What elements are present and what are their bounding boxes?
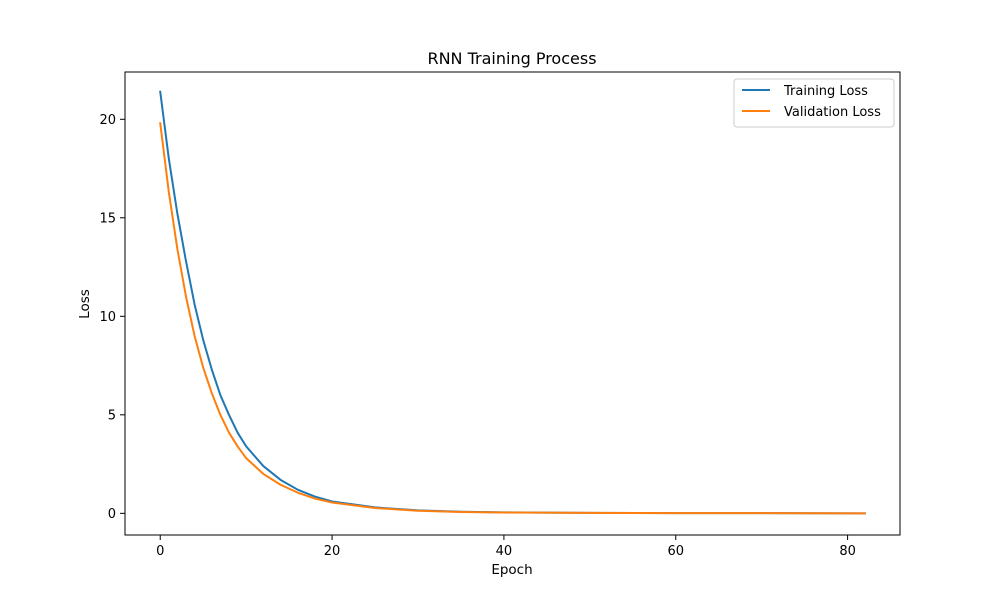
plot-frame [124,71,901,536]
y-tick-label-1: 5 [108,408,116,423]
y-axis-label: Loss [77,289,93,319]
x-axis: 0 20 40 60 80 [156,535,856,559]
x-tick-label-0: 0 [156,544,164,559]
plot-area [124,71,901,536]
chart-title: RNN Training Process [427,49,596,68]
y-tick-label-2: 10 [99,310,116,325]
x-tick-label-2: 40 [496,544,513,559]
series-layer [159,90,866,515]
x-tick-label-3: 60 [667,544,684,559]
legend-label-training: Training Loss [783,84,868,99]
y-axis: 0 5 10 15 20 [99,113,125,522]
series-line-validation-loss [159,122,866,515]
x-axis-label: Epoch [491,562,532,578]
x-tick-label-4: 80 [839,544,856,559]
y-tick-label-4: 20 [99,113,116,128]
legend-box [733,78,895,128]
x-tick-label-1: 20 [324,544,341,559]
legend: Training Loss Validation Loss [733,78,895,128]
y-tick-label-3: 15 [99,211,116,226]
y-tick-label-0: 0 [108,507,116,522]
legend-label-validation: Validation Loss [784,105,881,120]
